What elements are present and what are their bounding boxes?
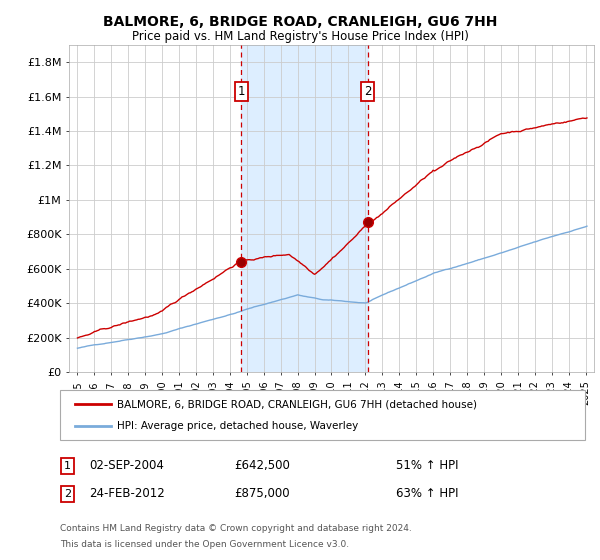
- Text: HPI: Average price, detached house, Waverley: HPI: Average price, detached house, Wave…: [117, 421, 358, 431]
- Text: BALMORE, 6, BRIDGE ROAD, CRANLEIGH, GU6 7HH (detached house): BALMORE, 6, BRIDGE ROAD, CRANLEIGH, GU6 …: [117, 399, 477, 409]
- Text: 02-SEP-2004: 02-SEP-2004: [89, 459, 164, 473]
- Text: 1: 1: [64, 461, 71, 471]
- Text: 1: 1: [238, 85, 245, 98]
- Text: £875,000: £875,000: [234, 487, 290, 501]
- Text: 24-FEB-2012: 24-FEB-2012: [89, 487, 164, 501]
- Text: This data is licensed under the Open Government Licence v3.0.: This data is licensed under the Open Gov…: [60, 540, 349, 549]
- Text: Price paid vs. HM Land Registry's House Price Index (HPI): Price paid vs. HM Land Registry's House …: [131, 30, 469, 43]
- Text: Contains HM Land Registry data © Crown copyright and database right 2024.: Contains HM Land Registry data © Crown c…: [60, 524, 412, 533]
- Text: 63% ↑ HPI: 63% ↑ HPI: [396, 487, 458, 501]
- Text: 2: 2: [64, 489, 71, 499]
- Text: 2: 2: [364, 85, 371, 98]
- Bar: [241, 45, 368, 372]
- Text: BALMORE, 6, BRIDGE ROAD, CRANLEIGH, GU6 7HH: BALMORE, 6, BRIDGE ROAD, CRANLEIGH, GU6 …: [103, 15, 497, 29]
- Text: £642,500: £642,500: [234, 459, 290, 473]
- Text: 51% ↑ HPI: 51% ↑ HPI: [396, 459, 458, 473]
